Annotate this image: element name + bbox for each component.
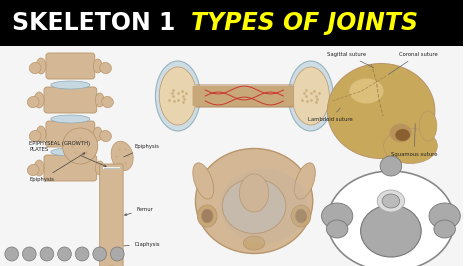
Text: Coronal suture: Coronal suture [388,52,438,74]
Ellipse shape [93,127,102,141]
Ellipse shape [193,163,214,199]
Ellipse shape [195,148,313,253]
Polygon shape [195,86,293,106]
Ellipse shape [36,58,46,74]
Ellipse shape [100,130,111,142]
Text: EPIPHYSEAL (GROWTH)
PLATES: EPIPHYSEAL (GROWTH) PLATES [29,141,106,167]
Ellipse shape [380,156,401,176]
Ellipse shape [419,111,437,141]
Circle shape [75,247,89,261]
Ellipse shape [239,174,269,212]
Ellipse shape [288,61,333,131]
Ellipse shape [27,164,39,176]
Text: Femur: Femur [125,207,154,215]
Ellipse shape [197,205,217,227]
Ellipse shape [51,81,90,89]
Ellipse shape [51,115,90,123]
Ellipse shape [328,171,455,266]
Ellipse shape [27,97,39,107]
Ellipse shape [51,148,90,156]
FancyBboxPatch shape [0,0,463,46]
Text: Sagittal suture: Sagittal suture [328,52,374,68]
Ellipse shape [111,141,133,171]
Ellipse shape [321,203,353,229]
Ellipse shape [383,128,438,164]
Ellipse shape [100,63,111,73]
Ellipse shape [434,220,456,238]
FancyBboxPatch shape [44,155,97,181]
Text: Lambdoid suture: Lambdoid suture [308,108,353,122]
Text: Epiphysis: Epiphysis [29,153,85,182]
Ellipse shape [34,160,44,176]
Ellipse shape [294,163,315,199]
Ellipse shape [155,61,201,131]
Ellipse shape [243,236,265,250]
Ellipse shape [220,168,308,243]
Ellipse shape [291,205,311,227]
Ellipse shape [159,67,196,125]
FancyBboxPatch shape [100,164,123,266]
Ellipse shape [34,92,44,108]
Ellipse shape [101,164,113,176]
Ellipse shape [292,67,329,125]
Circle shape [110,247,124,261]
Ellipse shape [390,124,411,142]
FancyBboxPatch shape [46,53,95,79]
Ellipse shape [201,209,213,223]
Ellipse shape [95,93,104,107]
Circle shape [5,247,18,261]
Text: Epiphysis: Epiphysis [124,144,160,157]
Ellipse shape [101,97,113,107]
Text: Diaphysis: Diaphysis [124,242,161,247]
Ellipse shape [29,63,41,73]
Ellipse shape [36,126,46,142]
FancyBboxPatch shape [0,46,463,266]
Ellipse shape [328,64,435,159]
Polygon shape [192,86,296,106]
FancyBboxPatch shape [44,87,97,113]
Ellipse shape [327,220,348,238]
Ellipse shape [222,178,286,234]
Circle shape [40,247,54,261]
Ellipse shape [349,78,383,103]
Circle shape [58,247,72,261]
Ellipse shape [429,203,460,229]
FancyBboxPatch shape [46,121,95,147]
Circle shape [63,128,98,164]
Text: TYPES OF JOINTS: TYPES OF JOINTS [191,11,418,35]
Ellipse shape [295,209,307,223]
Circle shape [22,247,36,261]
Text: SKELETON 1: SKELETON 1 [12,11,175,35]
Ellipse shape [377,190,405,212]
Ellipse shape [93,59,102,73]
Ellipse shape [361,205,421,257]
Circle shape [93,247,107,261]
Ellipse shape [95,161,104,175]
Ellipse shape [382,194,400,208]
Ellipse shape [29,130,41,142]
Text: Squamous suture: Squamous suture [391,124,438,157]
Ellipse shape [395,129,410,141]
